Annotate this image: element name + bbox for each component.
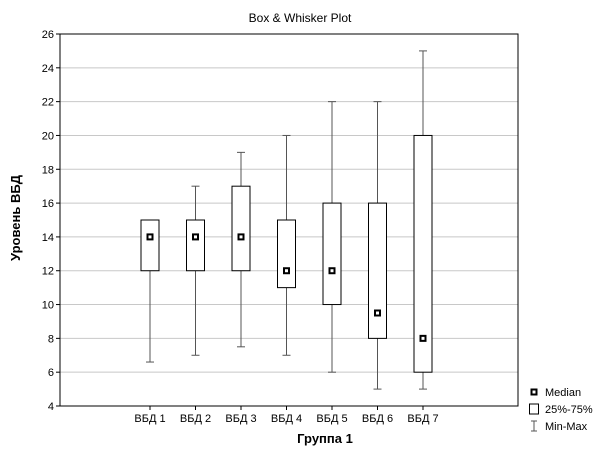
box-group (368, 101, 387, 390)
median-marker-inner (148, 235, 152, 239)
iqr-box (368, 202, 387, 339)
legend-box-icon (529, 403, 539, 415)
iqr-box (186, 219, 205, 272)
y-tick-label: 6 (48, 367, 54, 379)
box-group (413, 50, 433, 390)
legend-item: Median (530, 387, 581, 399)
y-tick-label: 14 (42, 232, 54, 244)
y-axis-ticks: 4 6 8 10 12 14 16 18 20 22 24 26 (42, 29, 60, 413)
legend-median-icon-inner (532, 390, 536, 394)
y-tick-label: 20 (42, 130, 54, 142)
plot-area-frame (59, 33, 519, 407)
median-marker-inner (376, 311, 379, 315)
chart-title: Box & Whisker Plot (249, 11, 352, 25)
y-axis-label: Уровень ВБД (8, 174, 23, 261)
x-tick-label: ВБД 1 (134, 413, 165, 425)
y-tick-label: 12 (42, 266, 54, 278)
box-group (231, 151, 251, 348)
legend: Median 25%-75% Min-Max (529, 387, 593, 433)
iqr-box (277, 219, 296, 289)
x-tick-label: ВБД 2 (180, 413, 211, 425)
y-tick-label: 18 (42, 164, 54, 176)
median-marker-inner (285, 269, 288, 273)
box-group (277, 134, 296, 356)
x-tick-label: ВБД 3 (225, 413, 256, 425)
box-group (186, 185, 205, 356)
median-marker-inner (239, 235, 243, 239)
box-group (140, 219, 160, 363)
iqr-box (322, 202, 342, 306)
median-marker-inner (421, 336, 425, 340)
x-axis-label: Группа 1 (297, 431, 353, 446)
legend-label: Min-Max (545, 421, 588, 433)
box-group (322, 101, 342, 373)
legend-item: 25%-75% (529, 403, 593, 416)
y-tick-label: 4 (48, 401, 54, 413)
y-tick-label: 22 (42, 97, 54, 109)
x-axis-ticks: ВБД 1 ВБД 2 ВБД 3 ВБД 4 ВБД 5 ВБД 6 ВБД 7 (134, 406, 439, 425)
y-tick-label: 10 (42, 300, 54, 312)
iqr-box (413, 134, 433, 373)
x-tick-label: ВБД 6 (362, 413, 393, 425)
y-tick-label: 24 (42, 63, 54, 75)
x-tick-label: ВБД 5 (316, 413, 347, 425)
iqr-box (231, 185, 251, 272)
median-marker-inner (330, 269, 334, 273)
y-tick-label: 26 (42, 29, 54, 41)
legend-label: Median (545, 387, 581, 399)
x-tick-label: ВБД 4 (271, 413, 302, 425)
legend-item: Min-Max (531, 420, 588, 433)
box-series (140, 50, 433, 390)
legend-label: 25%-75% (545, 404, 593, 416)
y-tick-label: 8 (48, 333, 54, 345)
x-tick-label: ВБД 7 (407, 413, 438, 425)
iqr-box (140, 219, 160, 272)
median-marker-inner (194, 235, 197, 239)
y-tick-label: 16 (42, 198, 54, 210)
